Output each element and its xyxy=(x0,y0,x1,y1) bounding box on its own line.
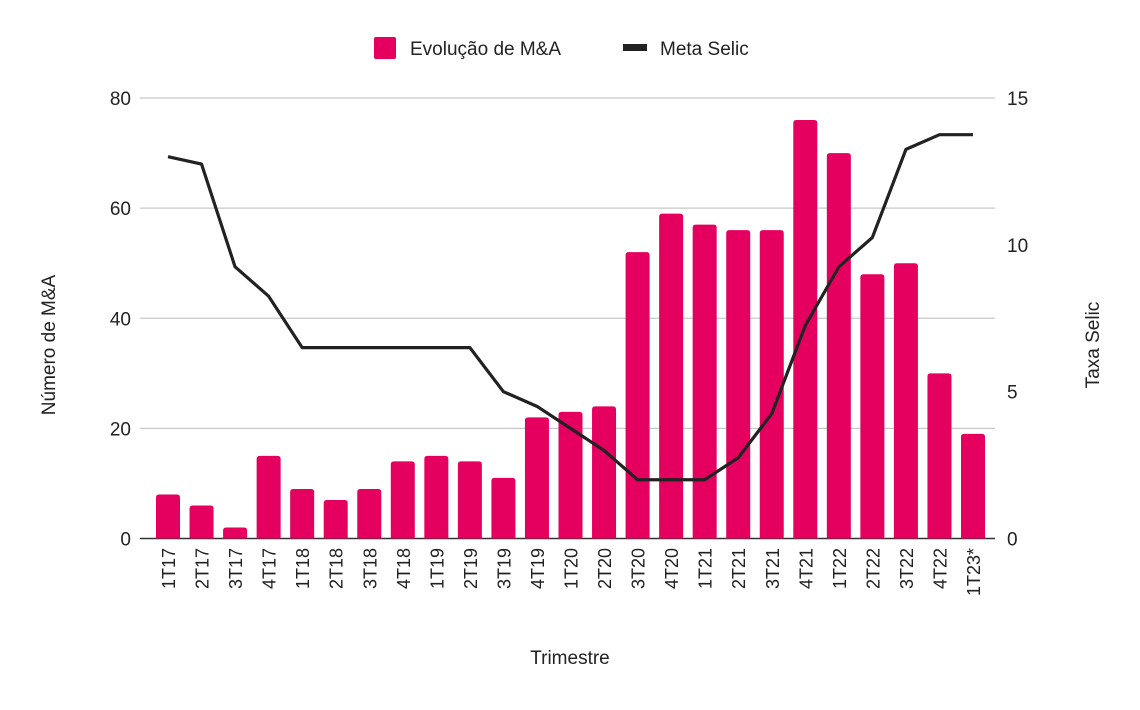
bar-4T19 xyxy=(525,417,549,538)
x-tick-label: 4T20 xyxy=(662,548,682,589)
x-tick-label: 3T19 xyxy=(494,548,514,589)
x-tick-label: 3T18 xyxy=(360,548,380,589)
y-tick-label: 60 xyxy=(110,199,131,220)
y-tick-label: 20 xyxy=(110,419,131,440)
x-tick-label: 1T19 xyxy=(427,548,447,589)
bar-1T21 xyxy=(693,225,717,539)
x-tick-label: 2T20 xyxy=(595,548,615,589)
x-tick-label: 4T21 xyxy=(796,548,816,589)
x-tick-label: 3T20 xyxy=(629,548,649,589)
legend: Evolução de M&A Meta Selic xyxy=(374,37,749,60)
bar-1T23* xyxy=(961,434,985,539)
bar-4T17 xyxy=(257,456,281,539)
y2-axis-title: Taxa Selic xyxy=(1083,302,1104,389)
x-axis-title: Trimestre xyxy=(530,648,610,669)
bar-3T22 xyxy=(894,263,918,538)
bar-4T18 xyxy=(391,461,415,538)
x-tick-label: 3T21 xyxy=(763,548,783,589)
x-tick-label: 2T19 xyxy=(461,548,481,589)
legend-swatch-bar xyxy=(374,37,396,59)
x-tick-label: 1T20 xyxy=(562,548,582,589)
bar-1T20 xyxy=(559,412,583,539)
x-tick-label: 2T18 xyxy=(327,548,347,589)
x-tick-label: 3T17 xyxy=(226,548,246,589)
x-tick-label: 1T21 xyxy=(696,548,716,589)
bar-3T20 xyxy=(626,252,650,538)
bar-3T19 xyxy=(491,478,515,539)
x-tick-label: 4T19 xyxy=(528,548,548,589)
bar-2T17 xyxy=(190,505,214,538)
x-tick-label: 1T18 xyxy=(293,548,313,589)
x-tick-label: 2T21 xyxy=(729,548,749,589)
y2-tick-label: 15 xyxy=(1007,89,1028,110)
bar-4T22 xyxy=(927,373,951,538)
bar-1T22 xyxy=(827,153,851,538)
x-tick-label: 1T22 xyxy=(830,548,850,589)
x-tick-label: 4T17 xyxy=(260,548,280,589)
x-tick-label: 1T17 xyxy=(159,548,179,589)
bar-3T21 xyxy=(760,230,784,538)
bar-1T17 xyxy=(156,494,180,538)
x-tick-label: 2T17 xyxy=(193,548,213,589)
bar-3T17 xyxy=(223,527,247,538)
y2-tick-label: 10 xyxy=(1007,236,1028,257)
legend-label-bar: Evolução de M&A xyxy=(410,39,561,60)
bar-2T18 xyxy=(324,500,348,539)
x-tick-label: 1T23* xyxy=(964,548,984,596)
bar-3T18 xyxy=(357,489,381,539)
y-axis-title: Número de M&A xyxy=(39,274,60,415)
x-tick-label: 4T22 xyxy=(930,548,950,589)
y-tick-label: 40 xyxy=(110,309,131,330)
y-tick-label: 80 xyxy=(110,89,131,110)
x-tick-label: 4T18 xyxy=(394,548,414,589)
y2-tick-label: 5 xyxy=(1007,383,1018,404)
bar-2T19 xyxy=(458,461,482,538)
y-tick-label: 0 xyxy=(120,530,131,551)
bar-1T18 xyxy=(290,489,314,539)
x-tick-label: 3T22 xyxy=(897,548,917,589)
bar-2T20 xyxy=(592,406,616,538)
bar-2T21 xyxy=(726,230,750,538)
bar-1T19 xyxy=(424,456,448,539)
bar-4T20 xyxy=(659,214,683,539)
bar-2T22 xyxy=(860,274,884,538)
y2-tick-label: 0 xyxy=(1007,530,1018,551)
legend-swatch-line xyxy=(623,44,647,51)
legend-label-line: Meta Selic xyxy=(660,39,749,60)
x-tick-label: 2T22 xyxy=(863,548,883,589)
